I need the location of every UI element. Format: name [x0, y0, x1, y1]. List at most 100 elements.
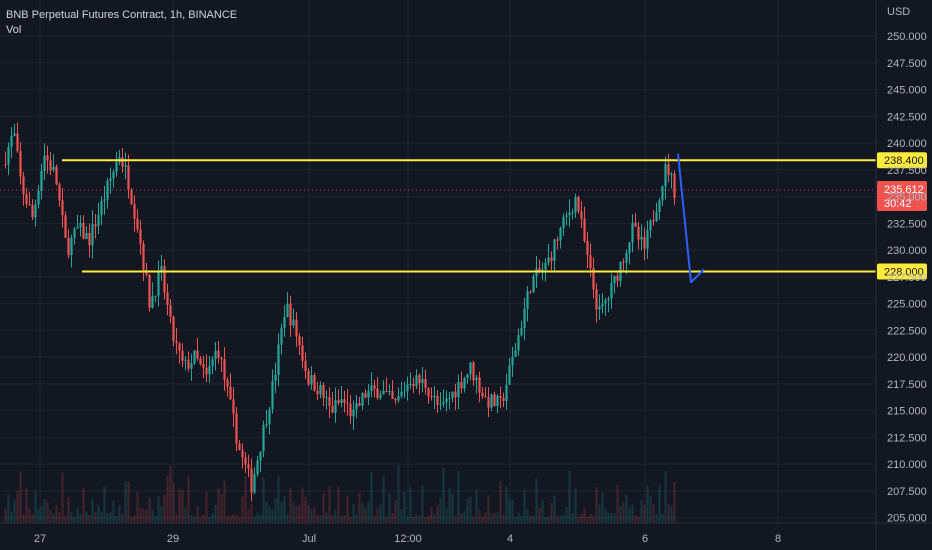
candle-body: [448, 398, 451, 400]
volume-bar: [352, 504, 355, 523]
volume-bar: [301, 487, 304, 523]
candle-body: [583, 218, 586, 241]
volume-bar: [331, 515, 334, 523]
volume-bar: [481, 516, 484, 523]
candle-body: [229, 386, 232, 400]
volume-bar: [559, 515, 562, 523]
volume-bar: [220, 494, 223, 523]
candle-body: [604, 300, 607, 304]
candle-body: [100, 200, 103, 216]
price-axis[interactable]: 205.000 207.500 210.000 212.500 215.000 217.5…: [875, 0, 927, 550]
volume-bar: [508, 498, 511, 523]
candle-body: [481, 392, 484, 397]
candle-body: [16, 133, 19, 152]
volume-bar: [598, 504, 601, 523]
volume-bar: [421, 485, 424, 523]
volume-bar: [40, 505, 43, 523]
candle-body: [613, 275, 616, 284]
candle-body: [238, 443, 241, 450]
volume-bar: [142, 508, 145, 523]
candle-body: [76, 227, 79, 229]
candle-body: [352, 409, 355, 417]
candle-body: [508, 365, 511, 385]
volume-bar: [541, 499, 544, 523]
volume-bar: [106, 513, 109, 523]
volume-bar: [184, 507, 187, 523]
candle-body: [85, 233, 88, 239]
candle-body: [163, 266, 166, 293]
volume-bar: [439, 497, 442, 523]
candle-body: [286, 303, 289, 317]
volume-bar: [370, 472, 373, 523]
candle-body: [55, 166, 58, 185]
volume-bar: [646, 485, 649, 523]
level-tag-bg: [877, 263, 927, 280]
candle-body: [514, 350, 517, 357]
candle-body: [373, 385, 376, 389]
volume-bar: [502, 514, 505, 523]
candle-body: [451, 391, 454, 399]
time-axis[interactable]: 27 29 Jul 12:00 4 6 8: [0, 522, 932, 545]
candle-body: [349, 403, 352, 417]
candle-body: [88, 233, 91, 246]
candle-body: [616, 275, 619, 281]
price-tick-label: 232.500: [887, 218, 927, 230]
volume-bar: [355, 514, 358, 523]
volume-bar: [649, 495, 652, 523]
volume-bar: [661, 514, 664, 523]
candle-body: [439, 404, 442, 406]
candle-body: [658, 200, 661, 212]
volume-bar: [358, 492, 361, 523]
candle-body: [577, 196, 580, 212]
volume-bar: [574, 488, 577, 523]
candle-body: [181, 350, 184, 361]
volume-bar: [169, 465, 172, 523]
candle-body: [67, 237, 70, 256]
candle-body: [217, 350, 220, 358]
candle-body: [82, 223, 85, 239]
price-tick-label: 207.500: [887, 486, 927, 498]
candle-body: [46, 155, 49, 161]
candle-body: [391, 391, 394, 399]
candle-body: [7, 146, 10, 165]
candle-body: [13, 133, 16, 136]
volume-bar: [307, 505, 310, 523]
volume-bar: [619, 505, 622, 523]
volume-bar: [274, 498, 277, 523]
candle-body: [364, 393, 367, 398]
price-tick-label: 242.500: [887, 111, 927, 123]
volume-bar: [328, 486, 331, 523]
candle-body: [214, 350, 217, 360]
candle-body: [496, 396, 499, 406]
candle-body: [505, 384, 508, 401]
candle-body: [553, 239, 556, 261]
candle-body: [493, 394, 496, 406]
candle-body: [268, 409, 271, 424]
candle-body: [367, 390, 370, 398]
candle-body: [412, 384, 415, 387]
volume-bar: [550, 503, 553, 523]
candle-body: [517, 335, 520, 351]
volume-bar: [397, 465, 400, 523]
price-tick-label: 205.000: [887, 513, 927, 525]
candle-body: [544, 262, 547, 270]
price-tick-label: 247.500: [887, 58, 927, 70]
volume-bar: [589, 513, 592, 523]
volume-bar: [385, 516, 388, 523]
volume-bar: [418, 515, 421, 523]
candle-body: [622, 261, 625, 263]
volume-bar: [580, 513, 583, 523]
volume-bar: [94, 511, 97, 523]
volume-bar: [79, 513, 82, 523]
candle-body: [526, 291, 529, 309]
volume-bar: [607, 512, 610, 523]
volume-bar: [247, 509, 250, 523]
candle-body: [634, 223, 637, 227]
candle-body: [22, 176, 25, 195]
candle-body: [112, 171, 115, 179]
volume-bar: [31, 514, 34, 523]
volume-bar: [310, 509, 313, 523]
candle-body: [532, 276, 535, 293]
level-tag-bg: [877, 152, 927, 169]
